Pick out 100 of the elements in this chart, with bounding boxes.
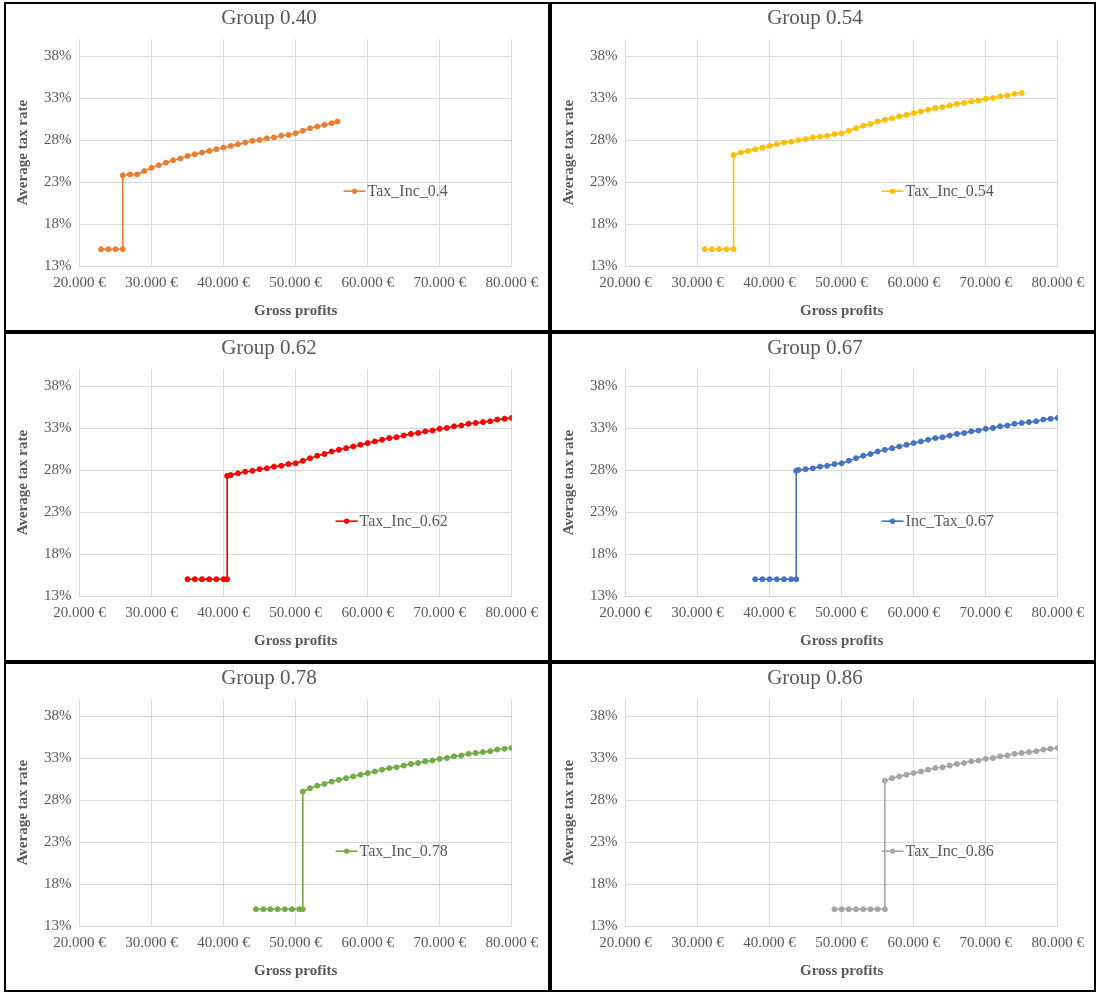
chart-title: Group 0.67 [767,335,863,360]
x-tick-label: 60.000 € [341,273,395,290]
x-axis-title: Gross profits [800,961,884,978]
y-tick-label: 38% [44,706,72,723]
y-axis-title: Average tax rate [559,99,576,206]
y-axis-title: Average tax rate [559,759,576,866]
x-axis-title: Gross profits [254,301,338,318]
x-tick-label: 50.000 € [269,273,323,290]
x-tick-label: 80.000 € [1031,603,1085,620]
x-axis-title: Gross profits [800,631,884,648]
y-tick-label: 13% [590,916,618,933]
legend-label: Tax_Inc_0.4 [367,182,448,200]
x-tick-label: 70.000 € [959,603,1013,620]
x-tick-label: 30.000 € [671,603,725,620]
x-tick-label: 70.000 € [959,273,1013,290]
x-tick-label: 30.000 € [671,273,725,290]
x-tick-label: 50.000 € [815,273,869,290]
y-tick-label: 38% [590,706,618,723]
y-tick-label: 33% [590,418,618,435]
y-tick-label: 33% [590,88,618,105]
x-tick-label: 40.000 € [743,273,797,290]
x-tick-label: 80.000 € [485,933,539,950]
x-tick-label: 20.000 € [599,273,653,290]
y-tick-label: 33% [44,88,72,105]
y-tick-label: 38% [590,46,618,63]
x-tick-label: 80.000 € [485,603,539,620]
y-tick-label: 23% [44,502,72,519]
y-tick-label: 23% [44,172,72,189]
x-tick-label: 50.000 € [269,933,323,950]
y-tick-label: 33% [44,418,72,435]
y-tick-label: 18% [44,544,72,561]
y-tick-label: 13% [44,586,72,603]
y-tick-label: 13% [44,916,72,933]
x-tick-label: 50.000 € [815,933,869,950]
x-tick-label: 50.000 € [269,603,323,620]
x-tick-label: 60.000 € [341,933,395,950]
x-tick-label: 50.000 € [815,603,869,620]
y-tick-label: 33% [44,748,72,765]
chart-title: Group 0.54 [767,5,864,30]
x-tick-label: 30.000 € [125,603,179,620]
x-axis-title: Gross profits [800,301,884,318]
y-axis-title: Average tax rate [13,759,30,866]
y-tick-label: 38% [44,376,72,393]
x-tick-label: 60.000 € [887,603,941,620]
y-tick-label: 28% [590,460,618,477]
y-tick-label: 18% [590,544,618,561]
x-tick-label: 40.000 € [197,603,251,620]
x-tick-label: 60.000 € [887,273,941,290]
x-tick-label: 70.000 € [413,273,467,290]
x-tick-label: 80.000 € [1031,933,1085,950]
chart-title: Group 0.40 [221,5,317,30]
y-tick-label: 38% [590,376,618,393]
x-tick-label: 60.000 € [887,933,941,950]
legend-label: Tax_Inc_0.78 [359,842,448,860]
x-tick-label: 40.000 € [743,603,797,620]
y-tick-label: 18% [590,874,618,891]
chart-title: Group 0.62 [221,335,317,360]
x-tick-label: 40.000 € [197,933,251,950]
x-tick-label: 40.000 € [197,273,251,290]
legend-label: Tax_Inc_0.86 [905,842,994,860]
legend-label: Inc_Tax_0.67 [905,512,994,530]
y-tick-label: 28% [590,130,618,147]
y-tick-label: 18% [44,214,72,231]
y-axis-title: Average tax rate [13,99,30,206]
y-tick-label: 18% [590,214,618,231]
y-axis-title: Average tax rate [13,429,30,536]
x-axis-title: Gross profits [254,961,338,978]
x-tick-label: 30.000 € [671,933,725,950]
x-tick-label: 30.000 € [125,933,179,950]
x-tick-label: 80.000 € [485,273,539,290]
y-tick-label: 23% [590,832,618,849]
y-tick-label: 28% [590,790,618,807]
legend-label: Tax_Inc_0.54 [905,182,994,200]
y-axis-title: Average tax rate [559,429,576,536]
y-tick-label: 23% [590,172,618,189]
y-tick-label: 33% [590,748,618,765]
y-tick-label: 28% [44,790,72,807]
y-tick-label: 38% [44,46,72,63]
x-tick-label: 70.000 € [413,933,467,950]
y-tick-label: 13% [44,256,72,273]
x-tick-label: 30.000 € [125,273,179,290]
x-tick-label: 20.000 € [599,933,653,950]
x-tick-label: 20.000 € [53,933,107,950]
y-tick-label: 28% [44,130,72,147]
x-tick-label: 60.000 € [341,603,395,620]
y-tick-label: 23% [590,502,618,519]
x-tick-label: 20.000 € [53,603,107,620]
y-tick-label: 13% [590,256,618,273]
x-tick-label: 70.000 € [413,603,467,620]
x-tick-label: 70.000 € [959,933,1013,950]
y-tick-label: 28% [44,460,72,477]
chart-title: Group 0.86 [767,665,863,690]
x-tick-label: 20.000 € [599,603,653,620]
legend-label: Tax_Inc_0.62 [359,512,448,530]
y-tick-label: 23% [44,832,72,849]
x-tick-label: 80.000 € [1031,273,1085,290]
y-tick-label: 13% [590,586,618,603]
x-axis-title: Gross profits [254,631,338,648]
x-tick-label: 40.000 € [743,933,797,950]
y-tick-label: 18% [44,874,72,891]
